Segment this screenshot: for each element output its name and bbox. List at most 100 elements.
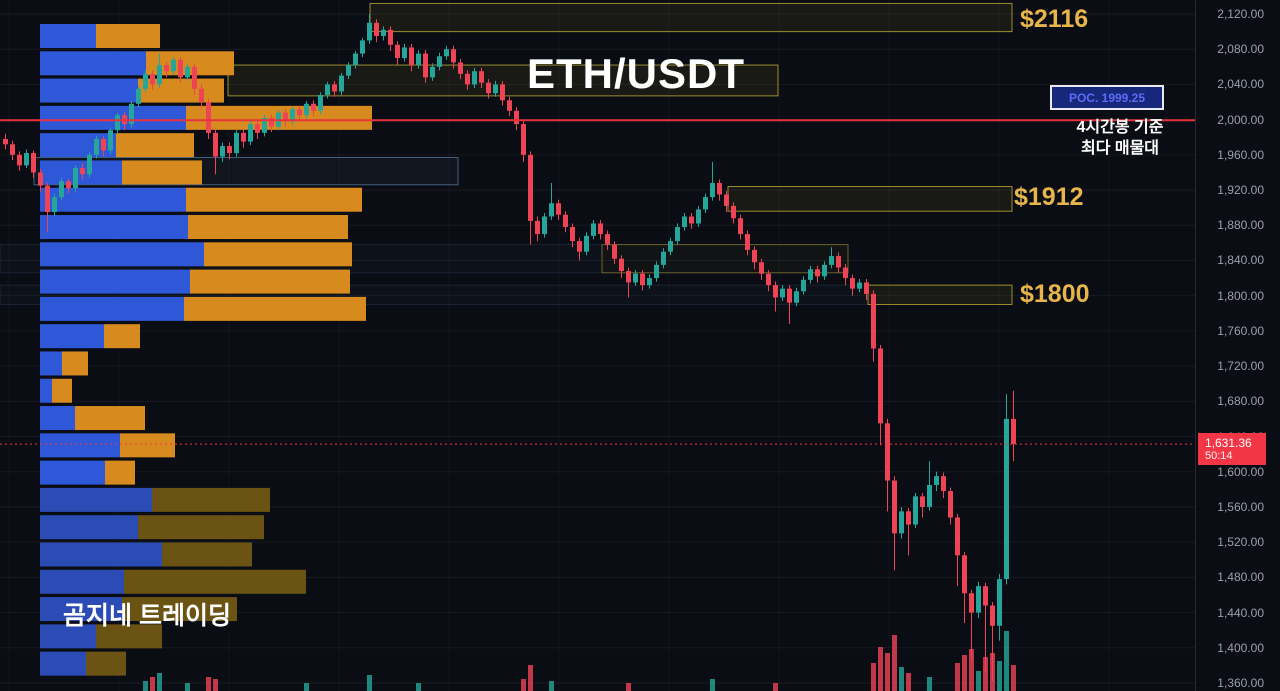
candle-body [3, 138, 8, 145]
candle-body [668, 241, 673, 252]
volume-bar [304, 683, 309, 691]
volume-bar [157, 673, 162, 691]
volume-profile-bar-orange [122, 160, 202, 185]
volume-profile-bar-blue [40, 215, 188, 240]
volume-profile-bar-orange [104, 324, 140, 349]
volume-profile-bar-orange [96, 24, 160, 49]
candle-body [626, 271, 631, 283]
price-level-label-1800[interactable]: $1800 [1020, 280, 1090, 308]
candle-body [724, 194, 729, 206]
poc-label-text: POC. 1999.25 [1068, 90, 1146, 105]
price-axis-label: 1,920.00 [1217, 183, 1264, 198]
candle-body [969, 593, 974, 613]
volume-profile-bar-blue [40, 269, 190, 294]
price-zone[interactable] [601, 244, 849, 274]
candle-body [759, 262, 764, 274]
volume-bar [983, 657, 988, 691]
candle-body [346, 65, 351, 76]
poc-label-box[interactable]: POC. 1999.25 [1050, 85, 1164, 110]
candle-body [682, 216, 687, 228]
candle-body [185, 66, 190, 78]
volume-profile-bar-orange [184, 296, 366, 321]
candle-body [241, 132, 246, 142]
candle-body [577, 241, 582, 252]
candle-body [143, 73, 148, 89]
candle-body [857, 282, 862, 289]
candle-body [311, 103, 316, 111]
candle-body [213, 132, 218, 157]
last-price-badge: 1,631.36 50:14 [1198, 433, 1266, 466]
volume-bar [773, 683, 778, 691]
candle-body [549, 203, 554, 217]
candle-body [325, 84, 330, 95]
candle-body [710, 183, 715, 198]
candle-body [178, 59, 183, 78]
volume-bar [185, 683, 190, 691]
volume-bar [1004, 631, 1009, 691]
candle-body [444, 49, 449, 57]
volume-bar [213, 679, 218, 691]
candle-body [997, 579, 1002, 626]
price-level-label-1912[interactable]: $1912 [1014, 183, 1084, 211]
candle-body [927, 484, 932, 507]
candle-body [962, 555, 967, 594]
candle-body [171, 59, 176, 72]
candle-body [31, 153, 36, 173]
candle-body [304, 103, 309, 116]
candle-body [192, 66, 197, 89]
candle-body [234, 132, 239, 154]
candle-body [808, 269, 813, 280]
volume-bar [150, 677, 155, 691]
candle-body [388, 29, 393, 45]
last-price-value: 1,631.36 [1205, 435, 1252, 450]
price-axis-label: 1,760.00 [1217, 323, 1264, 338]
volume-profile-bar-blue [40, 296, 184, 321]
price-level-label-2116[interactable]: $2116 [1020, 5, 1089, 33]
volume-bar [955, 663, 960, 691]
volume-profile-bar-orange [96, 624, 162, 649]
volume-profile-bar-orange [75, 406, 145, 431]
poc-note-line2: 최다 매물대 [1080, 140, 1160, 157]
poc-annotation-note[interactable]: 4시간봉 기준 최다 매물대 [1040, 117, 1200, 159]
candle-body [906, 511, 911, 525]
volume-bar [206, 677, 211, 691]
volume-profile-bar-blue [40, 515, 138, 540]
volume-profile-bar-blue [40, 351, 62, 376]
price-zone[interactable] [867, 284, 1013, 305]
candle-body [731, 205, 736, 219]
candle-body [66, 181, 71, 189]
volume-bar [528, 665, 533, 691]
price-axis-label: 1,960.00 [1217, 147, 1264, 162]
candle-body [878, 348, 883, 424]
candle-body [829, 256, 834, 265]
candle-body [220, 146, 225, 157]
candle-body [899, 511, 904, 534]
candle-body [129, 103, 134, 125]
volume-profile-bar-blue [40, 378, 52, 403]
price-axis[interactable]: 2,120.00 2,080.00 2,040.00 2,000.00 1,960.00… [1195, 0, 1280, 691]
candle-body [689, 216, 694, 224]
candle-body [787, 288, 792, 303]
candle-body [269, 117, 274, 127]
volume-bar [976, 671, 981, 691]
price-axis-label: 1,680.00 [1217, 394, 1264, 409]
price-axis-label: 1,880.00 [1217, 218, 1264, 233]
price-axis-label: 1,800.00 [1217, 288, 1264, 303]
volume-bar [416, 683, 421, 691]
price-zone[interactable] [727, 186, 1013, 212]
candle-body [73, 168, 78, 189]
volume-profile-bar-blue [40, 542, 162, 567]
candle-body [647, 278, 652, 286]
candle-body [584, 235, 589, 252]
candle-body [339, 75, 344, 92]
candle-body [1011, 418, 1016, 445]
candle-body [507, 100, 512, 111]
candle-body [948, 491, 953, 518]
candle-body [1004, 418, 1009, 580]
chart-plot-area[interactable]: ETH/USDT 곰지네 트레이딩 $2116 $1912 $1800 POC.… [0, 0, 1195, 691]
candle-body [150, 73, 155, 85]
price-zone[interactable] [369, 2, 1013, 33]
volume-profile-bar-orange [186, 187, 362, 212]
candle-body [24, 153, 29, 166]
candle-body [353, 53, 358, 66]
